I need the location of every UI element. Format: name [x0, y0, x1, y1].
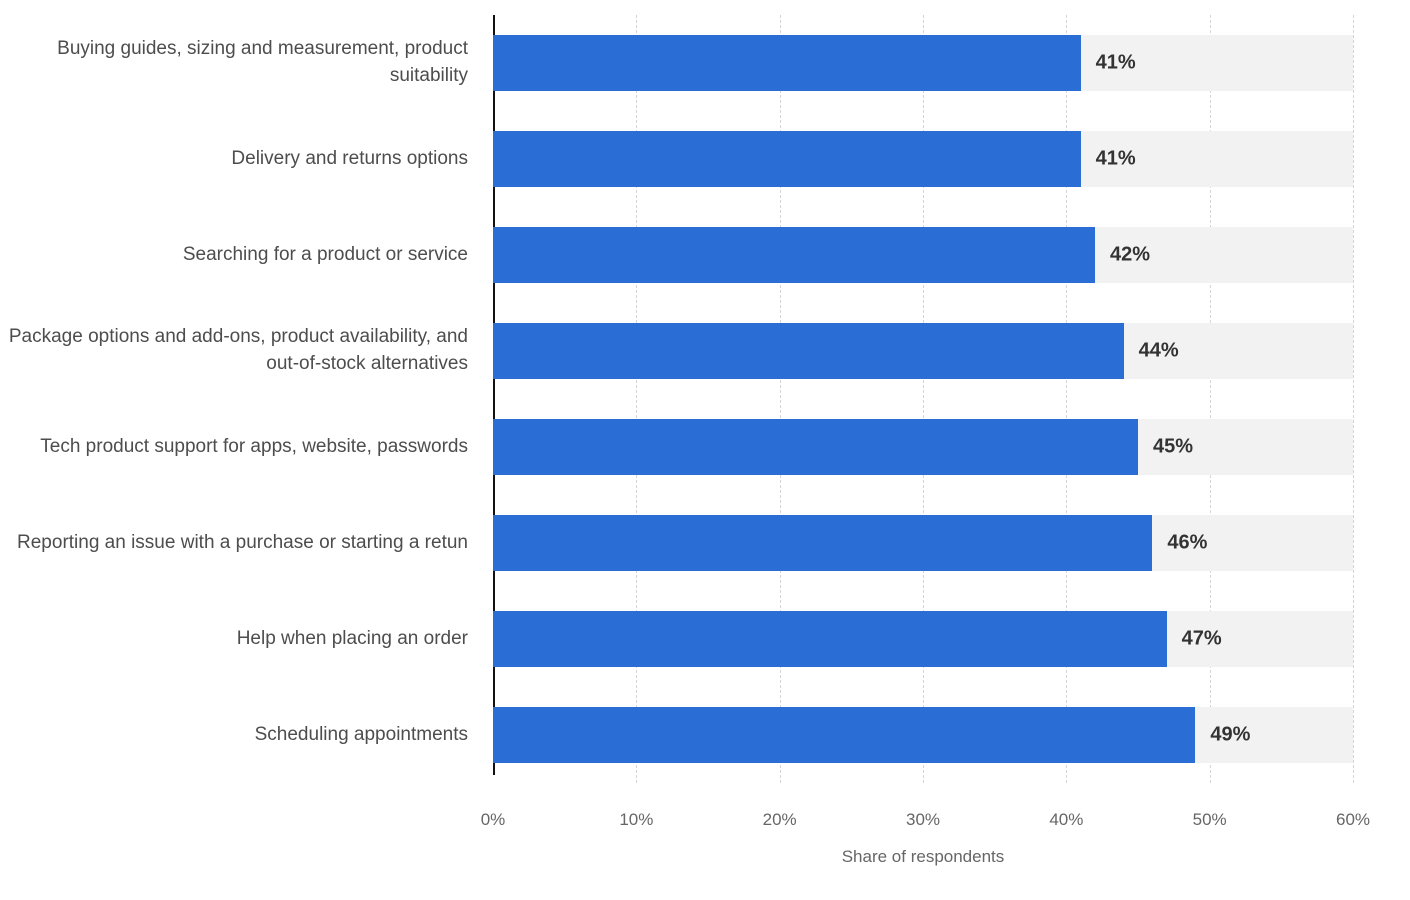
category-label: Searching for a product or service: [182, 243, 468, 265]
bar-row: Searching for a product or service 42%: [0, 207, 1410, 303]
bar: [493, 515, 1153, 571]
x-tick-label: 40%: [1049, 810, 1084, 829]
bar-track: 49%: [493, 707, 1353, 763]
value-label: 46%: [1167, 531, 1208, 554]
x-tick-label: 0%: [480, 810, 506, 829]
bar: [493, 611, 1167, 667]
x-tick-label: 20%: [762, 810, 797, 829]
x-axis-label: Share of respondents: [841, 847, 1005, 866]
bar: [493, 419, 1138, 475]
category-label: Delivery and returns options: [231, 147, 468, 169]
category-label: Reporting an issue with a purchase or st…: [17, 531, 468, 553]
value-label: 45%: [1153, 435, 1194, 458]
bar-track: 41%: [493, 131, 1353, 187]
bar-track: 46%: [493, 515, 1353, 571]
bar: [493, 323, 1124, 379]
x-tick-label: 60%: [1335, 810, 1371, 829]
category-label: Help when placing an order: [236, 627, 468, 649]
value-label: 49%: [1210, 723, 1251, 746]
bar-rows: Buying guides, sizing and measurement, p…: [0, 15, 1410, 783]
bar-row: Buying guides, sizing and measurement, p…: [0, 15, 1410, 111]
x-tick-label: 30%: [905, 810, 941, 829]
bar-track: 45%: [493, 419, 1353, 475]
bar: [493, 707, 1196, 763]
bar-row: Help when placing an order 47%: [0, 591, 1410, 687]
category-label: Buying guides, sizing and measurement, p…: [57, 38, 468, 86]
bar-track: 41%: [493, 35, 1353, 91]
value-label: 41%: [1095, 147, 1136, 170]
value-label: 47%: [1181, 627, 1222, 650]
x-tick-label: 50%: [1192, 810, 1227, 829]
bar-row: Reporting an issue with a purchase or st…: [0, 495, 1410, 591]
bar-track: 42%: [493, 227, 1353, 283]
bar-track: 47%: [493, 611, 1353, 667]
bar-track: 44%: [493, 323, 1353, 379]
bar: [493, 227, 1095, 283]
x-axis-ticks: 0% 10% 20% 30% 40% 50% 60%: [481, 810, 1370, 836]
category-label: Package options and add-ons, product ava…: [8, 326, 468, 374]
bar: [493, 131, 1081, 187]
bar-row: Scheduling appointments 49%: [0, 687, 1410, 783]
value-label: 41%: [1095, 51, 1136, 74]
bar-row: Delivery and returns options 41%: [0, 111, 1410, 207]
category-label: Tech product support for apps, website, …: [40, 435, 468, 457]
value-label: 42%: [1110, 243, 1151, 266]
bar-row: Package options and add-ons, product ava…: [0, 303, 1410, 399]
bar: [493, 35, 1081, 91]
bar-row: Tech product support for apps, website, …: [0, 399, 1410, 495]
category-label: Scheduling appointments: [254, 723, 468, 745]
x-tick-label: 10%: [619, 810, 654, 829]
value-label: 44%: [1138, 339, 1179, 362]
